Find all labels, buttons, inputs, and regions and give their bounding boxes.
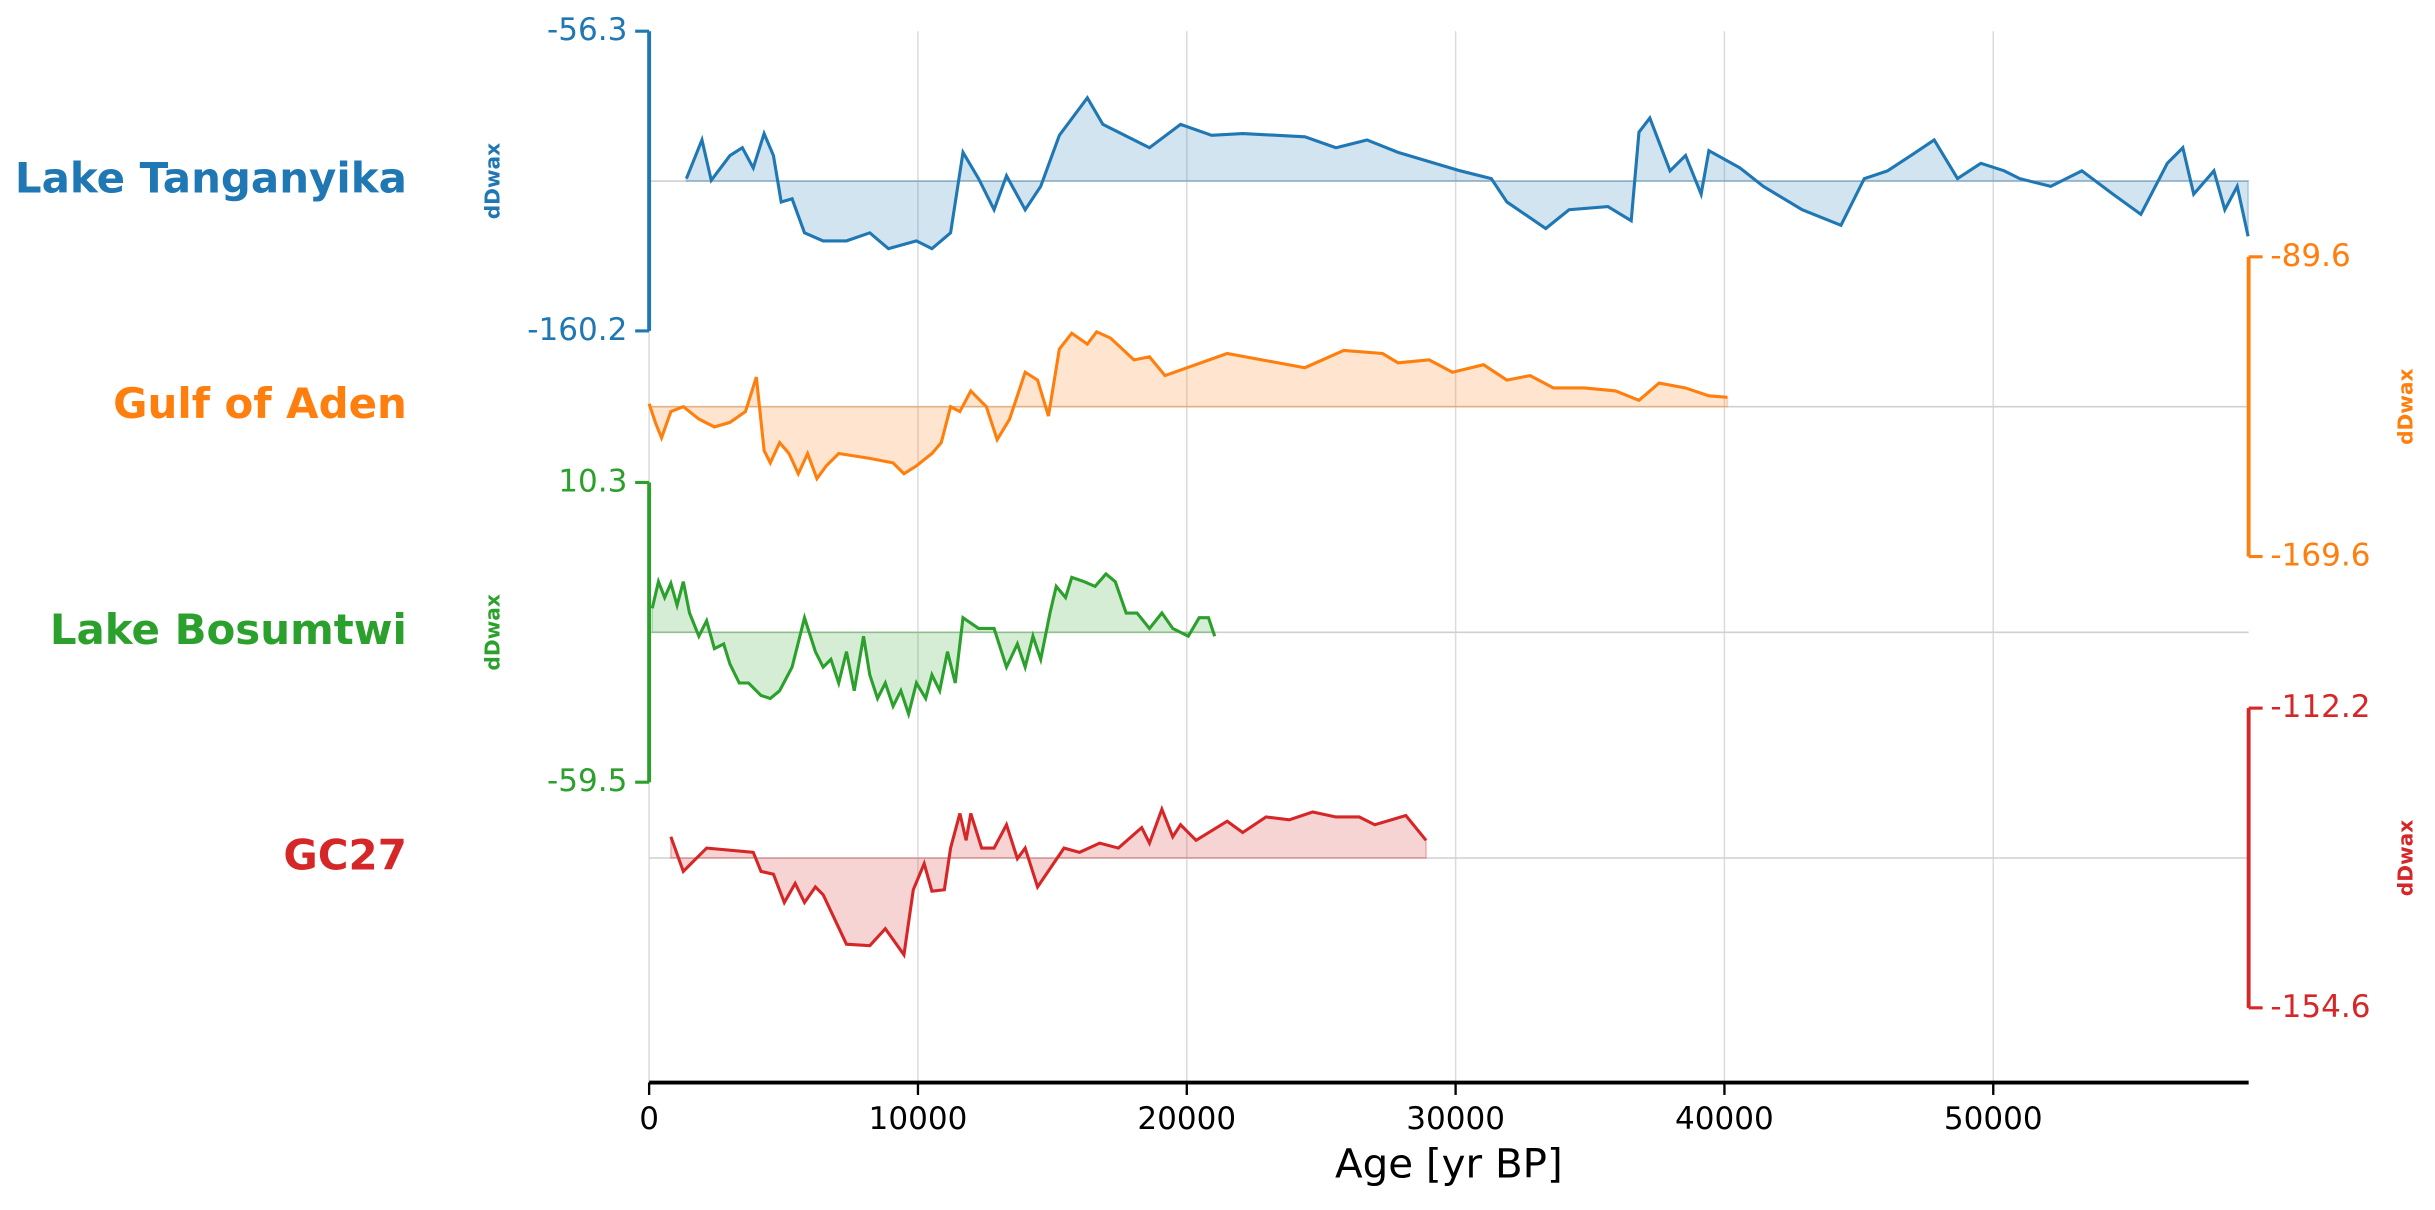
area	[651, 572, 1216, 717]
y-tick-label: 10.3	[558, 463, 627, 499]
line	[669, 804, 1428, 959]
series-name: Lake Bosumtwi	[50, 605, 407, 654]
x-tick-label: 10000	[869, 1101, 968, 1137]
series-name: GC27	[283, 830, 406, 879]
y-axis-label: dDwax	[2394, 820, 2418, 896]
x-axis-label: Age [yr BP]	[1335, 1140, 1563, 1187]
x-tick-label: 0	[639, 1101, 659, 1137]
series-name: Lake Tanganyika	[15, 154, 407, 203]
y-axis-label: dDwax	[2394, 368, 2418, 444]
y-tick-label: -112.2	[2270, 689, 2370, 725]
x-tick-label: 50000	[1944, 1101, 2043, 1137]
area	[670, 807, 1427, 957]
y-tick-label: -169.6	[2270, 538, 2370, 574]
y-tick-label: -59.5	[547, 763, 627, 799]
x-tick-label: 30000	[1406, 1101, 1505, 1137]
series-name: Gulf of Aden	[113, 379, 407, 428]
y-tick-label: -154.6	[2270, 989, 2370, 1025]
line	[647, 329, 1728, 482]
y-tick-label: -160.2	[527, 312, 627, 348]
y-axis-label: dDwax	[480, 594, 504, 670]
line	[684, 95, 2250, 251]
area	[648, 330, 1729, 481]
x-tick-label: 20000	[1137, 1101, 1236, 1137]
line	[650, 571, 1217, 720]
y-axis-label: dDwax	[480, 143, 504, 219]
y-tick-label: -89.6	[2270, 238, 2350, 274]
y-tick-label: -56.3	[547, 12, 627, 48]
x-tick-label: 40000	[1675, 1101, 1774, 1137]
